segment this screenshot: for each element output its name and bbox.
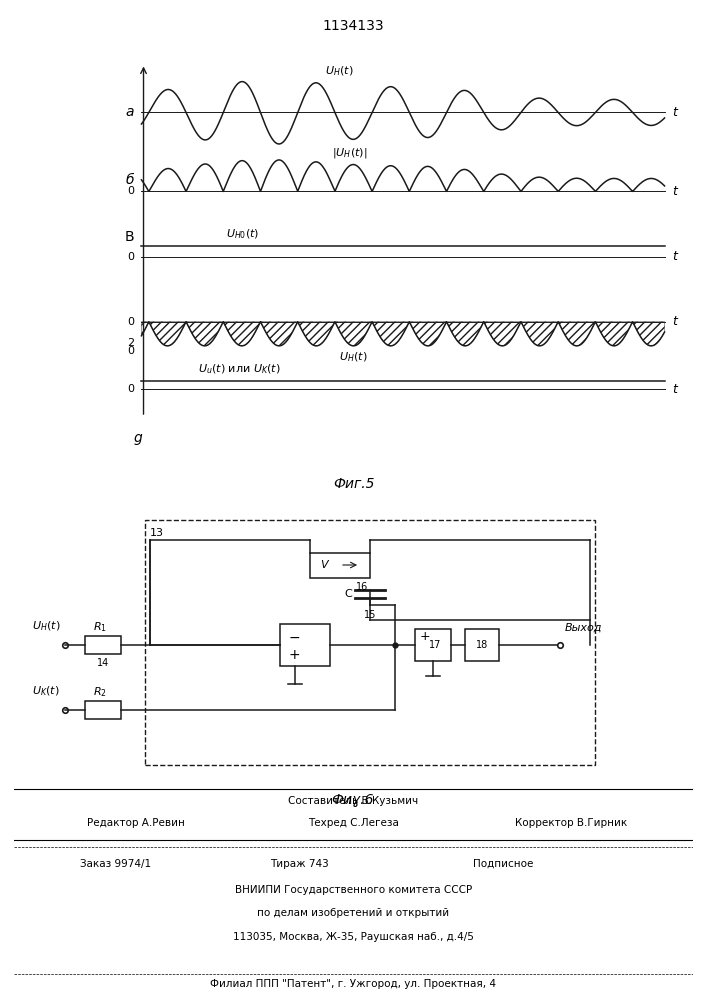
Text: g: g [134, 431, 142, 445]
Text: $U_H(t)$: $U_H(t)$ [325, 64, 354, 78]
Text: 0: 0 [127, 317, 134, 327]
Bar [415, 629, 451, 661]
Text: 0: 0 [127, 186, 134, 196]
Text: $t$: $t$ [672, 250, 679, 263]
Bar [145, 520, 595, 765]
Text: $-$: $-$ [288, 630, 300, 644]
Text: $t$: $t$ [672, 315, 679, 328]
Text: B: B [124, 230, 134, 244]
Text: $+$: $+$ [419, 631, 431, 644]
Text: Заказ 9974/1: Заказ 9974/1 [81, 859, 151, 869]
Text: 0: 0 [127, 346, 134, 356]
Text: $|U_H(t)|$: $|U_H(t)|$ [332, 146, 368, 160]
Text: a: a [126, 105, 134, 119]
Text: Подписное: Подписное [473, 859, 533, 869]
Text: 16: 16 [356, 582, 368, 591]
Text: C: C [344, 589, 352, 599]
Bar [280, 624, 330, 666]
Text: 2: 2 [127, 338, 134, 348]
Text: Составитель Б.Кузьмич: Составитель Б.Кузьмич [288, 796, 419, 806]
Text: $t$: $t$ [672, 185, 679, 198]
Text: Филиал ППП "Патент", г. Ужгород, ул. Проектная, 4: Филиал ППП "Патент", г. Ужгород, ул. Про… [211, 979, 496, 989]
Bar [310, 552, 370, 578]
Text: V: V [320, 560, 327, 570]
Text: 113035, Москва, Ж-35, Раушская наб., д.4/5: 113035, Москва, Ж-35, Раушская наб., д.4… [233, 932, 474, 942]
Text: 14: 14 [97, 658, 109, 668]
Text: 0: 0 [127, 252, 134, 262]
Text: 0: 0 [127, 384, 134, 394]
Text: 1134133: 1134133 [322, 19, 385, 33]
Text: $R_1$: $R_1$ [93, 620, 107, 634]
Bar [85, 636, 121, 654]
Text: $U_H(t)$: $U_H(t)$ [339, 351, 368, 364]
Text: Корректор В.Гирник: Корректор В.Гирник [515, 818, 627, 828]
Text: 18: 18 [476, 640, 488, 650]
Text: $+$: $+$ [288, 648, 300, 662]
Text: Фиɣ.6: Фиɣ.6 [332, 793, 374, 807]
Text: ВНИИПИ Государственного комитета СССР: ВНИИПИ Государственного комитета СССР [235, 885, 472, 895]
Text: 13: 13 [150, 528, 164, 538]
Text: $U_K(t)$: $U_K(t)$ [33, 684, 60, 698]
Text: б: б [126, 173, 134, 187]
Text: $R_2$: $R_2$ [93, 685, 107, 699]
Text: 15: 15 [364, 610, 376, 620]
Text: Фиг.5: Фиг.5 [333, 477, 374, 491]
Text: по делам изобретений и открытий: по делам изобретений и открытий [257, 908, 450, 918]
Text: Редактор А.Ревин: Редактор А.Ревин [88, 818, 185, 828]
Bar [465, 629, 499, 661]
Text: $U_H(t)$: $U_H(t)$ [32, 619, 60, 633]
Text: Тираж 743: Тираж 743 [270, 859, 329, 869]
Bar [85, 701, 121, 719]
Text: $t$: $t$ [672, 106, 679, 119]
Text: $U_{H0}(t)$: $U_{H0}(t)$ [226, 227, 259, 241]
Text: Техред С.Легеза: Техред С.Легеза [308, 818, 399, 828]
Text: $t$: $t$ [672, 383, 679, 396]
Text: 17: 17 [429, 640, 441, 650]
Text: Выход: Выход [565, 623, 602, 633]
Text: $U_u(t)$ или $U_K(t)$: $U_u(t)$ или $U_K(t)$ [198, 362, 281, 376]
